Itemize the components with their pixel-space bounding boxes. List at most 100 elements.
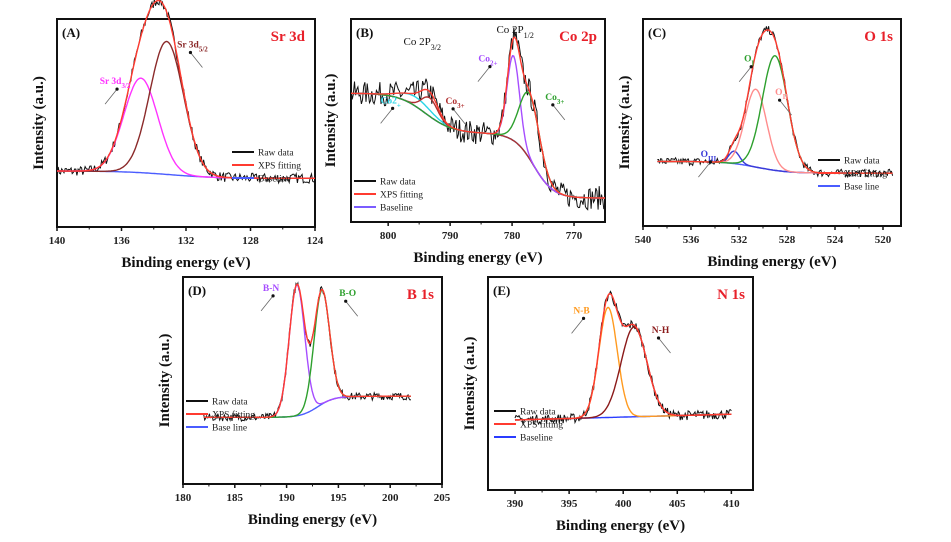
peak-pointer (260, 295, 274, 312)
peak-pointer (658, 337, 671, 354)
peak-label: B-N (263, 284, 280, 294)
y-axis-title: Intensity (a.u.) (617, 76, 633, 170)
peak-label: B-O (339, 289, 356, 299)
xps-fitting-series (657, 29, 893, 174)
arrow-head-icon (391, 106, 395, 110)
peak-label: OII (775, 88, 788, 101)
arrow-head-icon (188, 50, 193, 55)
x-tick-label: 124 (307, 235, 324, 247)
x-tick-label: 140 (49, 235, 66, 247)
x-tick-label: 128 (242, 235, 259, 247)
x-tick-label: 770 (566, 230, 583, 242)
peak-label: Co2+ (380, 96, 400, 109)
x-tick-label: 790 (442, 230, 459, 242)
x-tick-label: 540 (635, 234, 652, 246)
panel-letter: (E) (493, 283, 510, 298)
legend-label: Raw data (212, 398, 248, 408)
raw-data-series (350, 27, 606, 211)
arrow-head-icon (115, 87, 119, 91)
legend-label: XPS fitting (844, 169, 887, 180)
x-tick-label: 536 (683, 234, 700, 246)
x-tick-label: 405 (669, 498, 686, 510)
arrow-head-icon (551, 103, 555, 107)
x-tick-label: 524 (827, 234, 844, 246)
arrow-head-icon (749, 65, 753, 69)
x-tick-label: 390 (507, 498, 524, 510)
legend: Raw data XPS fitting Baseline (354, 178, 423, 214)
x-tick-label: 780 (504, 230, 521, 242)
panel-letter: (D) (188, 283, 206, 298)
panel-d: 180 185 190 195 200 205 Binding energy (eV) Int… (157, 276, 451, 528)
peak-label: OI (744, 55, 754, 68)
x-tick-label: 195 (330, 492, 347, 504)
xps-fitting-series (57, 0, 315, 179)
x-tick-label: 800 (380, 230, 397, 242)
x-axis-title: Binding energy (eV) (707, 254, 836, 270)
peak-label: N-H (652, 326, 670, 336)
x-tick-label: 410 (723, 498, 740, 510)
peak-label: OIII (701, 150, 717, 163)
x-tick-label: 520 (875, 234, 892, 246)
legend-label: XPS fitting (258, 161, 301, 172)
arrow-head-icon (708, 160, 713, 164)
peak-pointer (698, 161, 711, 178)
arrow-head-icon (581, 316, 586, 320)
xps-fitting-series (351, 36, 605, 199)
y-axis-title: Intensity (a.u.) (157, 334, 173, 428)
peak-pointer (779, 99, 792, 116)
peak-pointer (738, 66, 752, 82)
legend-label: Raw data (380, 178, 416, 188)
legend: Raw data XPS fitting Base line (186, 398, 255, 434)
arrow-head-icon (778, 98, 782, 102)
orbital-annotation: Co 2P1/2 (496, 24, 533, 40)
x-tick-label: 200 (382, 492, 399, 504)
x-tick-label: 132 (178, 235, 195, 247)
x-tick-label: 190 (278, 492, 295, 504)
peak-label: Co3+ (446, 97, 465, 110)
plot-frame (350, 18, 606, 223)
orbital-annotation: Co 2P3/2 (404, 36, 441, 52)
legend-label: Raw data (520, 408, 556, 418)
legend-label: Base line (844, 183, 879, 193)
x-axis-title: Binding energy (eV) (556, 518, 685, 534)
panel-title: O 1s (864, 29, 893, 45)
panel-title: Co 2p (559, 29, 597, 45)
x-tick-label: 528 (779, 234, 796, 246)
panel-title: Sr 3d (271, 29, 306, 45)
x-tick-label: 532 (731, 234, 748, 246)
xps-fitting-series (203, 283, 411, 418)
arrow-head-icon (488, 65, 492, 69)
peak-pointer (477, 66, 491, 82)
legend-label: Base line (212, 424, 247, 434)
legend: Raw data XPS fitting Baseline (494, 408, 563, 444)
x-tick-label: 395 (561, 498, 578, 510)
peak-pointer (104, 88, 118, 105)
peak-pointer (380, 108, 393, 124)
peak-pointer (452, 108, 466, 125)
plot-frame (642, 18, 902, 227)
x-tick-label: 185 (227, 492, 244, 504)
legend-label: Baseline (258, 175, 291, 185)
peak-label: Sr 3d5/2 (177, 40, 208, 53)
peak-component-n-h (514, 326, 732, 421)
arrow-head-icon (451, 107, 455, 111)
peak-pointer (190, 52, 203, 68)
raw-data-series (514, 290, 732, 426)
plot-frame (182, 276, 443, 485)
legend-label: XPS fitting (212, 410, 255, 421)
x-axis-title: Binding energy (eV) (413, 250, 542, 266)
panel-c: 540 536 532 528 524 520 Binding energy (eV) Int… (617, 18, 902, 270)
panel-e: 390 395 400 405 410 Binding energy (eV) Intens… (462, 276, 754, 534)
legend-label: Raw data (258, 149, 294, 159)
legend: Raw data XPS fitting Base line (818, 157, 887, 193)
panel-a: 140 136 132 128 124 Binding energy (eV) Intens… (31, 0, 324, 271)
x-tick-label: 136 (113, 235, 130, 247)
panel-letter: (B) (356, 25, 373, 40)
y-axis-title: Intensity (a.u.) (31, 76, 47, 170)
peak-pointer (571, 318, 584, 334)
y-axis-title: Intensity (a.u.) (323, 74, 339, 168)
panel-title: N 1s (717, 287, 745, 303)
arrow-head-icon (271, 294, 275, 298)
panel-title: B 1s (407, 287, 434, 303)
